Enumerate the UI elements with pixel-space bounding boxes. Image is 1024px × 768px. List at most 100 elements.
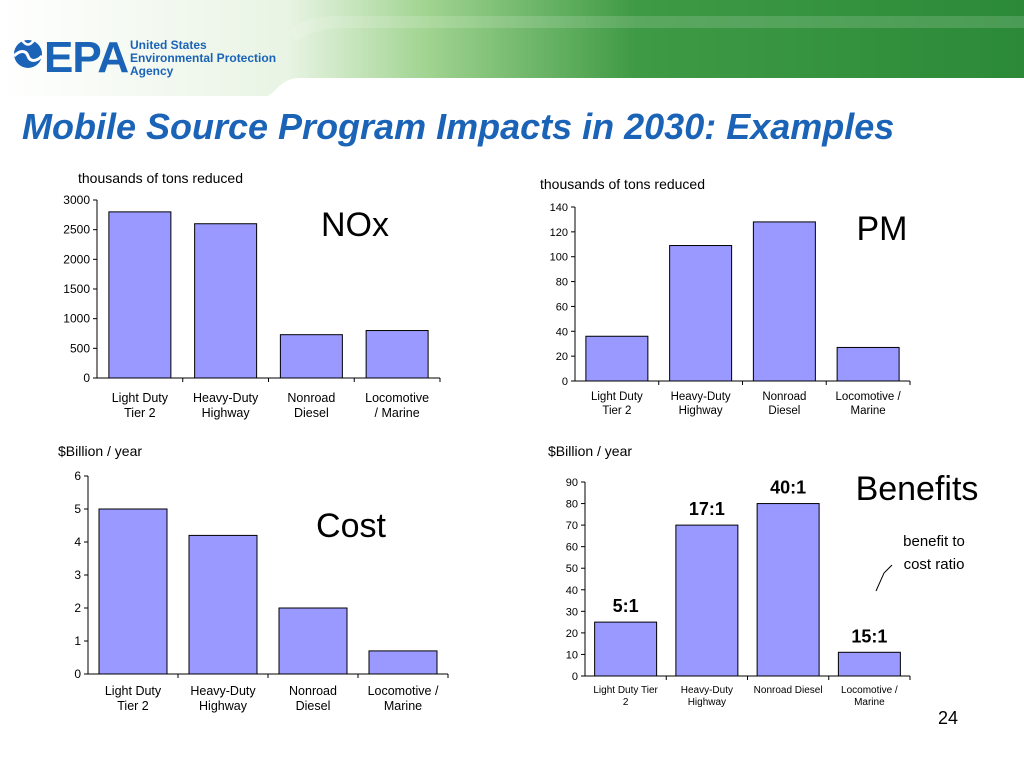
nox-ylabel: thousands of tons reduced (78, 170, 243, 186)
benefits-data-label: 15:1 (851, 626, 887, 646)
nox-y-tick-label: 3000 (63, 193, 90, 207)
nox-category-label: Heavy-Duty (193, 391, 259, 405)
nox-category-label: Highway (202, 406, 251, 420)
pm-y-tick-label: 60 (556, 301, 568, 313)
benefits-y-tick-label: 0 (572, 671, 578, 683)
nox-y-tick-label: 2000 (63, 252, 90, 266)
nox-bar (108, 211, 172, 379)
benefits-y-tick-label: 90 (566, 477, 578, 489)
benefits-annotation-line: cost ratio (904, 556, 965, 573)
pm-category-label: Heavy-Duty (671, 391, 731, 403)
agency-line-3: Agency (130, 64, 174, 78)
nox-y-tick-label: 1500 (63, 282, 90, 296)
pm-category-label: Diesel (768, 405, 800, 417)
cost-y-tick-label: 1 (74, 634, 81, 648)
benefits-y-tick-label: 20 (566, 628, 578, 640)
pm-y-tick-label: 120 (550, 227, 568, 239)
benefits-y-tick-label: 40 (566, 585, 578, 597)
cost-bar (98, 508, 168, 675)
cost-ylabel: $Billion / year (58, 443, 142, 459)
nox-category-label: Locomotive (365, 391, 429, 405)
cost-y-tick-label: 3 (74, 568, 81, 582)
pm-y-tick-label: 80 (556, 277, 568, 289)
cost-y-tick-label: 4 (74, 535, 81, 549)
benefits-category-label: Marine (854, 697, 885, 708)
benefits-y-tick-label: 50 (566, 563, 578, 575)
cost-category-label: Diesel (296, 699, 331, 713)
benefits-data-label: 5:1 (613, 596, 639, 616)
pm-category-label: Tier 2 (602, 405, 631, 417)
benefits-y-tick-label: 60 (566, 542, 578, 554)
cost-bar (278, 607, 348, 675)
nox-y-tick-label: 1000 (63, 312, 90, 326)
cost-category-label: Light Duty (105, 684, 162, 698)
pm-category-label: Locomotive / (836, 391, 902, 403)
cost-y-tick-label: 0 (74, 667, 81, 681)
pm-ylabel: thousands of tons reduced (540, 176, 705, 192)
pm-y-tick-label: 20 (556, 351, 568, 363)
cost-category-label: Locomotive / (368, 684, 439, 698)
cost-y-tick-label: 2 (74, 601, 81, 615)
benefits-annotation-line: benefit to (903, 533, 965, 550)
nox-category-label: / Marine (375, 406, 420, 420)
benefits-bar (675, 524, 739, 677)
cost-bar (368, 650, 438, 675)
pm-y-tick-label: 0 (562, 376, 568, 388)
nox-bar (279, 334, 343, 379)
cost-category-label: Highway (199, 699, 248, 713)
nox-category-label: Nonroad (287, 391, 335, 405)
nox-category-label: Tier 2 (124, 406, 156, 420)
nox-title: NOx (321, 206, 389, 244)
page-number: 24 (938, 708, 959, 728)
cost-y-tick-label: 6 (74, 469, 81, 483)
pm-category-label: Light Duty (591, 391, 643, 403)
benefits-y-tick-label: 80 (566, 499, 578, 511)
benefits-category-label: 2 (623, 697, 629, 708)
cost-category-label: Nonroad (289, 684, 337, 698)
pm-bar (836, 346, 900, 382)
benefits-category-label: Heavy-Duty (681, 685, 733, 696)
pm-bar (752, 221, 816, 382)
benefits-title: Benefits (856, 470, 979, 508)
pm-y-tick-label: 40 (556, 326, 568, 338)
pm-y-tick-label: 100 (550, 252, 568, 264)
cost-category-label: Heavy-Duty (190, 684, 256, 698)
header-swoosh (0, 0, 1024, 96)
nox-y-tick-label: 500 (70, 341, 90, 355)
benefits-bar (594, 621, 658, 677)
benefits-y-tick-label: 10 (566, 649, 578, 661)
benefits-category-label: Nonroad Diesel (754, 685, 823, 696)
benefits-category-label: Light Duty Tier (593, 685, 658, 696)
pm-bar (669, 245, 733, 382)
pm-category-label: Nonroad (762, 391, 806, 403)
cost-category-label: Tier 2 (117, 699, 149, 713)
nox-bar (365, 330, 429, 379)
cost-bar (188, 534, 258, 675)
nox-category-label: Diesel (294, 406, 329, 420)
header-banner: EPA United States Environmental Protecti… (0, 0, 1024, 96)
benefits-category-label: Locomotive / (841, 685, 898, 696)
benefits-bar (756, 503, 820, 677)
agency-line-2: Environmental Protection (130, 51, 276, 65)
benefits-ylabel: $Billion / year (548, 443, 632, 459)
cost-y-tick-label: 5 (74, 502, 81, 516)
epa-flower-icon (12, 39, 44, 68)
pm-title: PM (857, 210, 908, 248)
nox-bar (194, 223, 258, 379)
benefits-category-label: Highway (688, 697, 726, 708)
nox-y-tick-label: 2500 (63, 223, 90, 237)
pm-category-label: Highway (679, 405, 723, 417)
epa-logo-text: EPA (44, 33, 128, 82)
nox-y-tick-label: 0 (83, 371, 90, 385)
page-title: Mobile Source Program Impacts in 2030: E… (22, 106, 895, 147)
benefits-annotation-pointer (875, 564, 893, 592)
benefits-y-tick-label: 70 (566, 520, 578, 532)
cost-title: Cost (316, 507, 386, 545)
pm-y-tick-label: 140 (550, 202, 568, 214)
agency-line-1: United States (130, 38, 207, 52)
benefits-data-label: 17:1 (689, 499, 725, 519)
benefits-y-tick-label: 30 (566, 606, 578, 618)
pm-bar (585, 335, 649, 382)
nox-category-label: Light Duty (112, 391, 169, 405)
benefits-data-label: 40:1 (770, 478, 806, 498)
